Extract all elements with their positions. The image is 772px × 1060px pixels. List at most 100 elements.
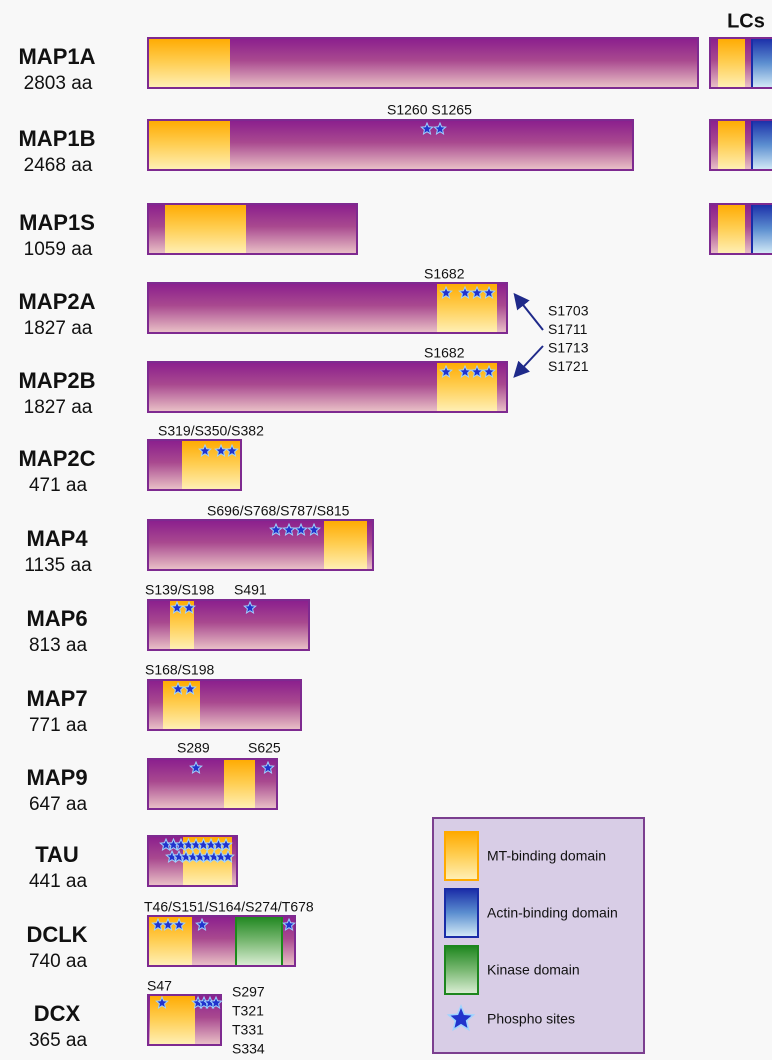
legend-label: MT-binding domain (487, 848, 606, 864)
protein-outline (147, 994, 222, 1046)
site-label: S1713 (548, 340, 589, 356)
site-label: S289 (177, 740, 210, 756)
site-label: S297 (232, 984, 265, 1000)
protein-name: MAP6 (26, 606, 87, 631)
phospho-star (155, 995, 169, 1009)
phospho-star (482, 364, 496, 378)
lc-domain (718, 204, 745, 254)
protein-name: DCX (34, 1001, 81, 1026)
protein-outline (147, 915, 296, 967)
legend-label: Actin-binding domain (487, 905, 618, 921)
protein-length: 813 aa (29, 635, 88, 656)
protein-length: 471 aa (29, 475, 88, 496)
phospho-star (214, 443, 228, 457)
phospho-star (482, 285, 496, 299)
protein-outline (147, 519, 374, 571)
phospho-star (282, 522, 296, 536)
phospho-star (161, 917, 175, 931)
phospho-star (294, 522, 308, 536)
protein-name: MAP1B (18, 126, 95, 151)
domain (165, 204, 246, 254)
phospho-star (439, 364, 453, 378)
protein-name: MAP2A (18, 289, 95, 314)
phospho-star (183, 681, 197, 695)
phospho-star (433, 121, 447, 135)
protein-name: TAU (35, 842, 79, 867)
site-label: T46/S151/S164/S274/T678 (144, 899, 314, 915)
site-label: T321 (232, 1003, 264, 1019)
phospho-star (189, 760, 203, 774)
phospho-star (221, 849, 235, 863)
site-label: S334 (232, 1041, 265, 1055)
protein-name: MAP2C (18, 446, 95, 471)
phospho-star (182, 600, 196, 614)
phospho-star (458, 364, 472, 378)
protein-outline (147, 439, 242, 491)
phospho-star (209, 995, 223, 1009)
protein-outline (147, 119, 634, 171)
site-label: S1682 (424, 266, 465, 282)
protein-outline (147, 361, 508, 413)
phospho-star (261, 760, 275, 774)
lcs-label: LCs (727, 10, 765, 32)
arrow (513, 292, 544, 331)
domain (235, 915, 283, 967)
protein-name: MAP2B (18, 368, 95, 393)
domain (224, 759, 255, 809)
protein-name: MAP1S (19, 210, 95, 235)
phospho-star (219, 837, 233, 851)
lc-domain (751, 203, 772, 255)
phospho-star (243, 600, 257, 614)
site-label: S625 (248, 740, 281, 756)
protein-length: 647 aa (29, 794, 88, 815)
phospho-star (458, 285, 472, 299)
protein-name: MAP1A (18, 44, 95, 69)
protein-length: 1827 aa (24, 397, 93, 418)
protein-name: MAP7 (26, 686, 87, 711)
domain (324, 520, 367, 570)
phospho-star (225, 443, 239, 457)
domain (150, 995, 195, 1045)
protein-length: 441 aa (29, 871, 88, 892)
protein-outline (147, 203, 358, 255)
phospho-star (307, 522, 321, 536)
domain (148, 38, 230, 88)
site-label: S1703 (548, 303, 589, 319)
lc-outline (709, 119, 772, 171)
protein-length: 2803 aa (24, 73, 93, 94)
protein-length: 771 aa (29, 715, 88, 736)
lc-domain (751, 119, 772, 171)
legend-swatch (444, 945, 479, 995)
protein-outline (147, 679, 302, 731)
protein-outline (147, 599, 310, 651)
phospho-star (470, 364, 484, 378)
protein-length: 365 aa (29, 1030, 88, 1051)
site-label: S491 (234, 582, 267, 598)
site-label: S168/S198 (145, 662, 214, 678)
lc-domain (718, 38, 745, 88)
legend-swatch (444, 888, 479, 938)
phospho-star (269, 522, 283, 536)
protein-outline (147, 282, 508, 334)
lc-domain (751, 37, 772, 89)
protein-length: 1827 aa (24, 318, 93, 339)
domain (148, 120, 230, 170)
protein-name: DCLK (26, 922, 87, 947)
site-label: S1682 (424, 345, 465, 361)
protein-name: MAP4 (26, 526, 88, 551)
site-label: T331 (232, 1022, 264, 1038)
phospho-star (171, 681, 185, 695)
protein-outline (147, 758, 278, 810)
phospho-star (420, 121, 434, 135)
lc-domain (718, 120, 745, 170)
protein-name: MAP9 (26, 765, 87, 790)
site-label: S1260 S1265 (387, 102, 472, 118)
site-label: S1721 (548, 358, 589, 374)
protein-bar (148, 759, 277, 809)
phospho-star (195, 917, 209, 931)
protein-length: 1135 aa (24, 555, 92, 576)
legend-swatch (444, 831, 479, 881)
site-label: S1711 (548, 321, 588, 337)
